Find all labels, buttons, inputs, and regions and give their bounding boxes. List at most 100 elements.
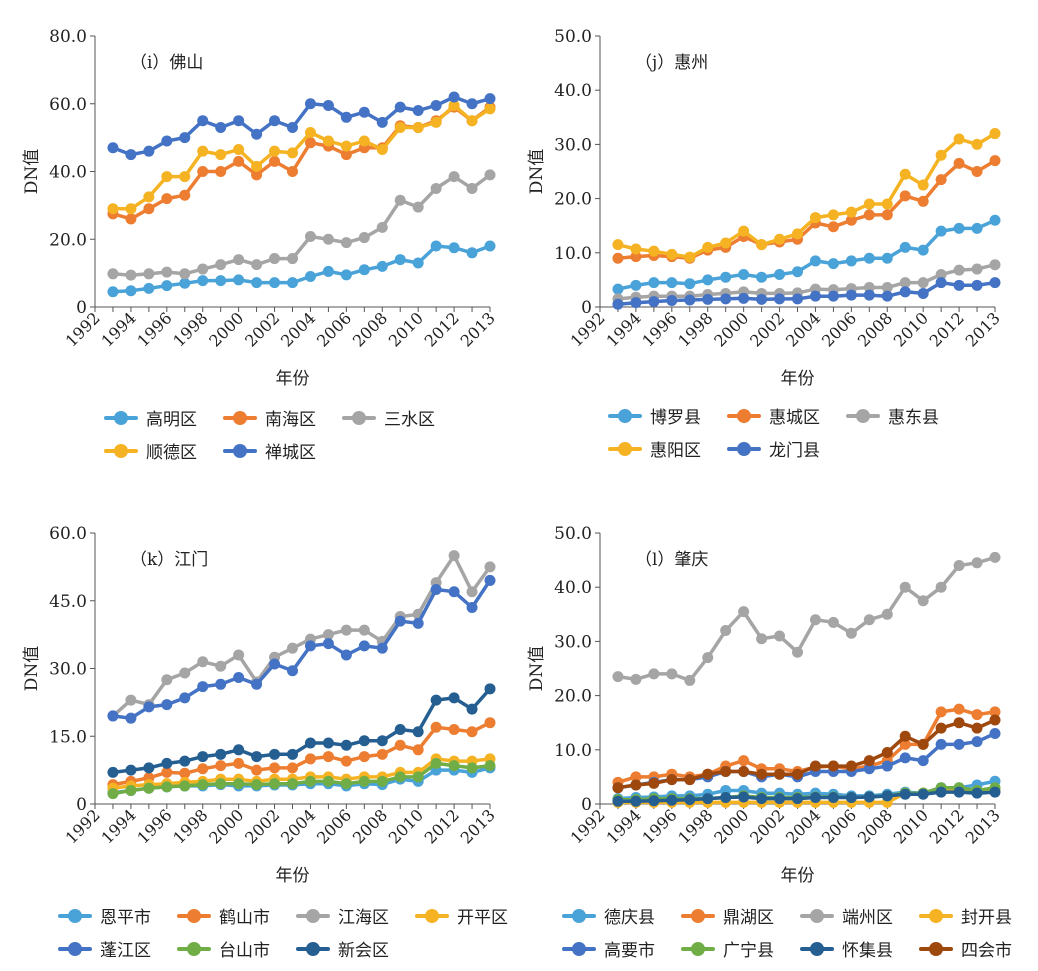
data-point bbox=[899, 190, 911, 202]
data-point bbox=[702, 293, 714, 305]
data-point bbox=[215, 760, 227, 772]
series-line-4 bbox=[111, 95, 492, 157]
legend-item: 四会市 bbox=[919, 936, 1012, 961]
data-point bbox=[899, 788, 911, 800]
legend-item: 广宁县 bbox=[681, 936, 774, 961]
data-point bbox=[161, 781, 173, 793]
legend-item: 高明区 bbox=[104, 405, 197, 430]
data-point bbox=[756, 239, 768, 251]
legend-huizhou: 博罗县 惠城区 惠东县 惠阳区 龙门县 bbox=[608, 403, 939, 461]
legend-label: 顺德区 bbox=[146, 443, 197, 463]
y-tick-label: 40.0 bbox=[554, 81, 592, 101]
data-point bbox=[448, 760, 460, 772]
data-point bbox=[304, 640, 316, 652]
data-point bbox=[845, 206, 857, 218]
y-tick-label: 30.0 bbox=[554, 632, 592, 652]
data-point bbox=[666, 794, 678, 806]
data-point bbox=[881, 747, 893, 759]
data-point bbox=[215, 149, 227, 161]
data-point bbox=[322, 737, 334, 749]
series-line-6 bbox=[111, 687, 492, 775]
data-point bbox=[125, 269, 137, 281]
data-point bbox=[953, 264, 965, 276]
data-point bbox=[702, 274, 714, 286]
legend-swatch bbox=[296, 941, 330, 956]
data-point bbox=[881, 790, 893, 802]
data-point bbox=[484, 683, 496, 695]
data-point bbox=[340, 149, 352, 161]
data-point bbox=[738, 268, 750, 280]
data-point bbox=[630, 771, 642, 783]
data-point bbox=[630, 251, 642, 263]
data-point bbox=[412, 726, 424, 738]
x-tick-label: 2002 bbox=[241, 308, 283, 350]
x-tick-label: 2002 bbox=[746, 805, 788, 847]
data-point bbox=[863, 281, 875, 293]
data-point bbox=[179, 780, 191, 792]
data-point bbox=[394, 615, 406, 627]
data-point bbox=[989, 551, 1001, 563]
data-point bbox=[484, 574, 496, 586]
data-point bbox=[702, 652, 714, 664]
data-point bbox=[269, 145, 281, 157]
data-point bbox=[340, 269, 352, 281]
data-point bbox=[358, 624, 370, 636]
data-point bbox=[702, 241, 714, 253]
series-line-2 bbox=[111, 553, 492, 718]
data-point bbox=[917, 277, 929, 289]
data-point bbox=[322, 638, 334, 650]
data-point bbox=[845, 760, 857, 772]
data-point bbox=[269, 277, 281, 289]
data-point bbox=[143, 701, 155, 713]
x-tick-label: 1998 bbox=[169, 805, 211, 847]
data-point bbox=[612, 239, 624, 251]
data-point bbox=[430, 721, 442, 733]
data-point bbox=[161, 699, 173, 711]
data-point bbox=[899, 277, 911, 289]
data-point bbox=[143, 782, 155, 794]
data-point bbox=[251, 277, 263, 289]
legend-swatch bbox=[800, 908, 834, 923]
data-point bbox=[935, 277, 947, 289]
legend-item: 惠东县 bbox=[846, 403, 939, 428]
data-point bbox=[466, 98, 478, 110]
legend-item: 禅城区 bbox=[223, 438, 316, 463]
legend-label: 端州区 bbox=[842, 908, 893, 928]
data-point bbox=[684, 674, 696, 686]
x-tick-label: 2000 bbox=[710, 805, 752, 847]
data-point bbox=[738, 765, 750, 777]
data-point bbox=[448, 586, 460, 598]
data-point bbox=[684, 278, 696, 290]
legend-label: 怀集县 bbox=[842, 941, 893, 961]
data-point bbox=[720, 271, 732, 283]
data-point bbox=[466, 115, 478, 127]
data-point bbox=[197, 751, 209, 763]
x-tick-label: 1992 bbox=[567, 308, 609, 350]
data-point bbox=[251, 259, 263, 271]
data-point bbox=[412, 201, 424, 213]
data-point bbox=[161, 766, 173, 778]
data-point bbox=[899, 730, 911, 742]
data-point bbox=[917, 738, 929, 750]
legend-item: 蓬江区 bbox=[58, 936, 151, 961]
data-point bbox=[179, 277, 191, 289]
data-point bbox=[412, 257, 424, 269]
y-tick-label: 20.0 bbox=[554, 190, 592, 210]
data-point bbox=[792, 228, 803, 240]
data-point bbox=[881, 281, 893, 293]
data-point bbox=[630, 243, 642, 255]
data-point bbox=[197, 763, 209, 775]
data-point bbox=[287, 748, 298, 760]
y-tick-label: 10.0 bbox=[554, 741, 592, 761]
legend-item: 鼎湖区 bbox=[681, 903, 774, 928]
legend-swatch bbox=[415, 908, 449, 923]
data-point bbox=[863, 198, 875, 210]
data-point bbox=[953, 786, 965, 798]
data-point bbox=[251, 160, 263, 172]
data-point bbox=[125, 784, 137, 796]
data-point bbox=[179, 268, 191, 280]
x-tick-label: 1992 bbox=[567, 805, 609, 847]
data-point bbox=[143, 203, 155, 215]
data-point bbox=[179, 667, 191, 679]
